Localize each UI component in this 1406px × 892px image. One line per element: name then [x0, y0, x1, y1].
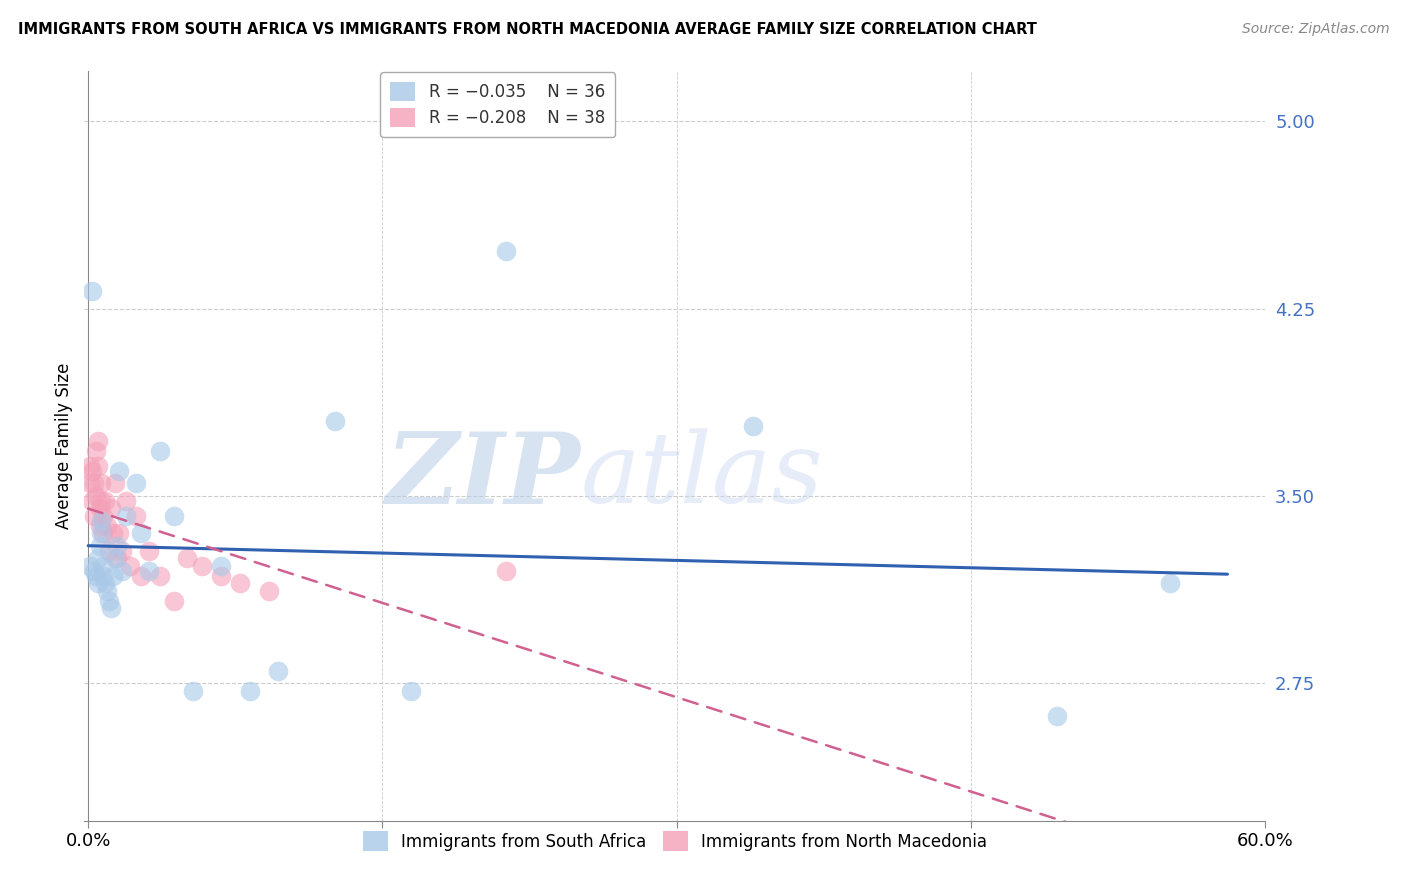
- Legend: Immigrants from South Africa, Immigrants from North Macedonia: Immigrants from South Africa, Immigrants…: [356, 825, 994, 857]
- Point: [399, 683, 422, 698]
- Point: [124, 476, 146, 491]
- Point: [131, 526, 153, 541]
- Point: [105, 539, 128, 553]
- Point: [104, 476, 127, 491]
- Point: [84, 569, 107, 583]
- Point: [93, 569, 115, 583]
- Text: Source: ZipAtlas.com: Source: ZipAtlas.com: [1241, 22, 1389, 37]
- Point: [111, 564, 134, 578]
- Point: [149, 444, 172, 458]
- Point: [267, 664, 290, 678]
- Point: [191, 558, 214, 573]
- Point: [111, 544, 134, 558]
- Point: [131, 569, 153, 583]
- Point: [89, 519, 111, 533]
- Point: [90, 514, 112, 528]
- Text: IMMIGRANTS FROM SOUTH AFRICA VS IMMIGRANTS FROM NORTH MACEDONIA AVERAGE FAMILY S: IMMIGRANTS FROM SOUTH AFRICA VS IMMIGRAN…: [18, 22, 1038, 37]
- Point: [89, 501, 111, 516]
- Point: [107, 464, 129, 478]
- Point: [93, 558, 115, 573]
- Point: [124, 508, 146, 523]
- Point: [79, 458, 101, 473]
- Point: [93, 526, 115, 541]
- Point: [495, 564, 517, 578]
- Point: [100, 501, 122, 516]
- Point: [115, 508, 138, 523]
- Point: [105, 551, 128, 566]
- Point: [149, 569, 172, 583]
- Point: [90, 494, 112, 508]
- Point: [86, 576, 108, 591]
- Point: [83, 564, 105, 578]
- Text: atlas: atlas: [581, 428, 823, 524]
- Text: ZIP: ZIP: [385, 428, 581, 524]
- Point: [84, 444, 107, 458]
- Point: [176, 551, 198, 566]
- Point: [209, 569, 232, 583]
- Point: [83, 476, 105, 491]
- Point: [257, 583, 280, 598]
- Point: [89, 539, 111, 553]
- Point: [181, 683, 204, 698]
- Point: [107, 526, 129, 541]
- Point: [100, 601, 122, 615]
- Point: [1045, 708, 1067, 723]
- Point: [90, 476, 112, 491]
- Point: [96, 519, 118, 533]
- Point: [84, 489, 107, 503]
- Point: [80, 494, 103, 508]
- Point: [741, 419, 763, 434]
- Point: [94, 494, 117, 508]
- Point: [209, 558, 232, 573]
- Point: [323, 414, 346, 428]
- Point: [101, 569, 124, 583]
- Point: [90, 526, 112, 541]
- Point: [495, 244, 517, 259]
- Point: [238, 683, 260, 698]
- Point: [83, 508, 105, 523]
- Point: [118, 558, 141, 573]
- Point: [104, 551, 127, 566]
- Point: [1159, 576, 1181, 591]
- Point: [162, 594, 184, 608]
- Point: [86, 458, 108, 473]
- Point: [79, 476, 101, 491]
- Point: [115, 494, 138, 508]
- Point: [96, 583, 118, 598]
- Point: [86, 434, 108, 448]
- Point: [138, 544, 160, 558]
- Point: [229, 576, 252, 591]
- Point: [101, 526, 124, 541]
- Point: [98, 544, 121, 558]
- Point: [86, 551, 108, 566]
- Y-axis label: Average Family Size: Average Family Size: [55, 363, 73, 529]
- Point: [93, 508, 115, 523]
- Point: [138, 564, 160, 578]
- Point: [79, 558, 101, 573]
- Point: [80, 284, 103, 298]
- Point: [98, 594, 121, 608]
- Point: [80, 464, 103, 478]
- Point: [94, 576, 117, 591]
- Point: [162, 508, 184, 523]
